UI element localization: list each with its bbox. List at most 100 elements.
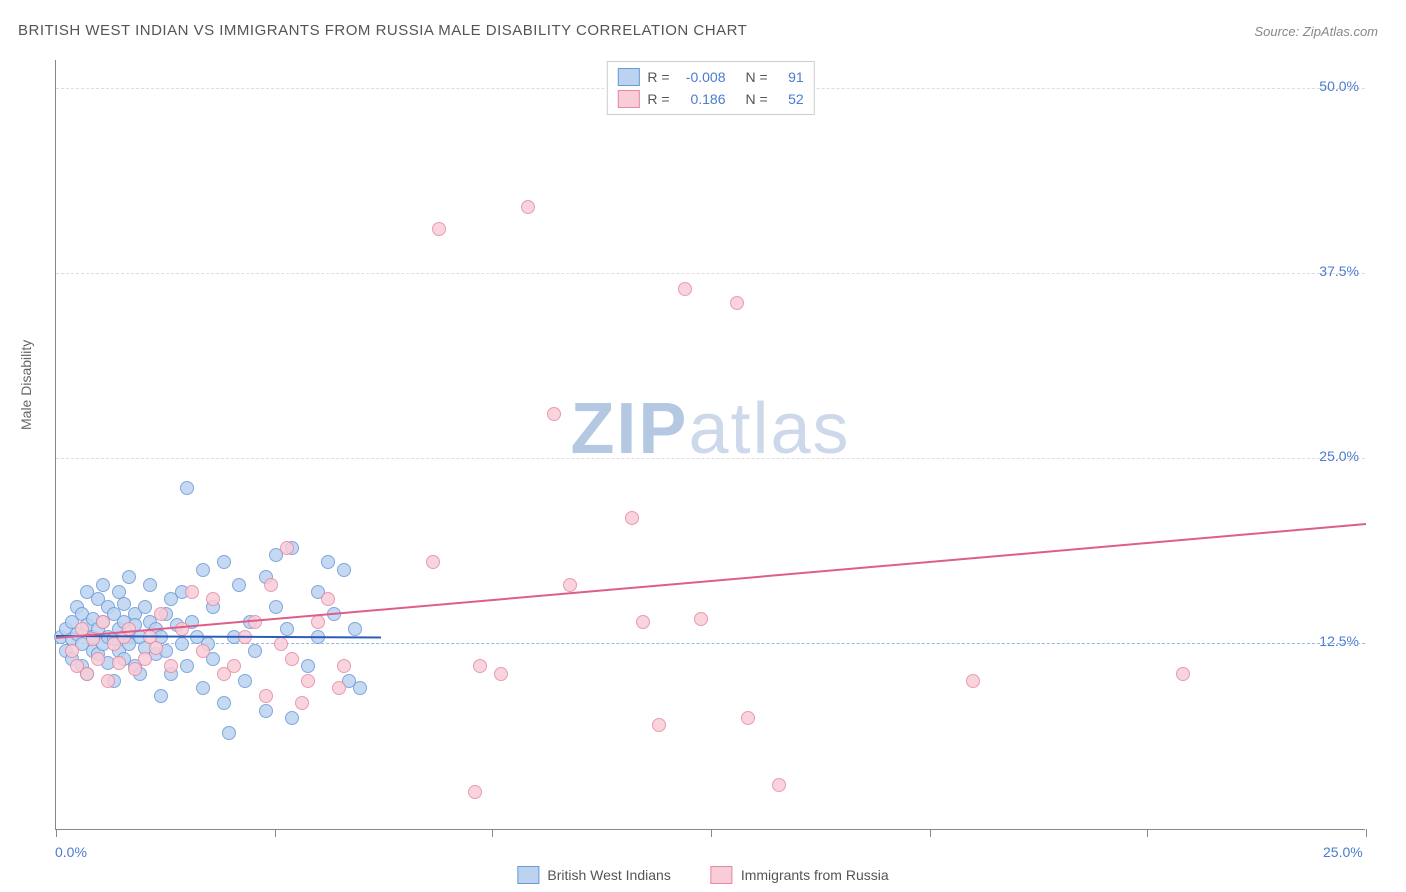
scatter-point [432, 222, 446, 236]
scatter-point [625, 511, 639, 525]
chart-title: BRITISH WEST INDIAN VS IMMIGRANTS FROM R… [18, 22, 747, 39]
scatter-point [259, 704, 273, 718]
x-tick-mark [1366, 829, 1367, 837]
scatter-point [122, 570, 136, 584]
scatter-point [280, 541, 294, 555]
scatter-point [217, 555, 231, 569]
scatter-point [694, 612, 708, 626]
x-tick-mark [56, 829, 57, 837]
y-tick-label: 12.5% [1319, 633, 1359, 649]
bottom-legend: British West Indians Immigrants from Russ… [517, 866, 888, 884]
scatter-point [227, 659, 241, 673]
scatter-point [154, 607, 168, 621]
y-axis-label: Male Disability [18, 340, 34, 430]
stats-legend-row: R =-0.008N =91 [617, 66, 803, 88]
scatter-point [521, 200, 535, 214]
legend-swatch [617, 90, 639, 108]
x-end-label: 25.0% [1323, 844, 1363, 860]
scatter-point [128, 662, 142, 676]
scatter-point [101, 674, 115, 688]
x-tick-mark [930, 829, 931, 837]
scatter-point [238, 674, 252, 688]
scatter-point [332, 681, 346, 695]
scatter-point [206, 592, 220, 606]
scatter-point [196, 563, 210, 577]
scatter-point [65, 644, 79, 658]
scatter-point [301, 674, 315, 688]
scatter-point [269, 600, 283, 614]
scatter-point [741, 711, 755, 725]
y-tick-label: 25.0% [1319, 448, 1359, 464]
scatter-point [185, 585, 199, 599]
x-tick-mark [1147, 829, 1148, 837]
scatter-point [652, 718, 666, 732]
scatter-point [280, 622, 294, 636]
stat-r-label: R = [647, 88, 669, 110]
scatter-point [175, 637, 189, 651]
scatter-point [295, 696, 309, 710]
scatter-point [337, 563, 351, 577]
scatter-point [264, 578, 278, 592]
legend-label: Immigrants from Russia [741, 867, 889, 883]
scatter-point [337, 659, 351, 673]
scatter-point [772, 778, 786, 792]
scatter-point [1176, 667, 1190, 681]
scatter-point [563, 578, 577, 592]
stat-n-value: 52 [776, 88, 804, 110]
scatter-point [730, 296, 744, 310]
scatter-point [311, 615, 325, 629]
scatter-point [285, 711, 299, 725]
scatter-point [80, 667, 94, 681]
scatter-point [138, 600, 152, 614]
scatter-point [164, 659, 178, 673]
legend-item: British West Indians [517, 866, 670, 884]
gridline [56, 458, 1365, 459]
legend-swatch [711, 866, 733, 884]
scatter-point [966, 674, 980, 688]
scatter-point [96, 578, 110, 592]
scatter-point [321, 592, 335, 606]
scatter-point [149, 641, 163, 655]
stat-n-label: N = [746, 88, 768, 110]
x-tick-mark [711, 829, 712, 837]
scatter-point [301, 659, 315, 673]
x-tick-mark [275, 829, 276, 837]
scatter-point [180, 481, 194, 495]
x-origin-label: 0.0% [55, 844, 87, 860]
scatter-point [112, 656, 126, 670]
legend-item: Immigrants from Russia [711, 866, 889, 884]
scatter-point [222, 726, 236, 740]
stat-r-value: -0.008 [678, 66, 726, 88]
stat-r-label: R = [647, 66, 669, 88]
scatter-point [196, 681, 210, 695]
stat-n-label: N = [746, 66, 768, 88]
scatter-point [321, 555, 335, 569]
y-tick-label: 37.5% [1319, 263, 1359, 279]
scatter-point [348, 622, 362, 636]
scatter-point [96, 615, 110, 629]
scatter-point [154, 689, 168, 703]
gridline [56, 273, 1365, 274]
scatter-point [91, 652, 105, 666]
scatter-point [248, 644, 262, 658]
scatter-point [143, 578, 157, 592]
plot-area: ZIPatlas R =-0.008N =91R =0.186N =52 12.… [55, 60, 1365, 830]
scatter-point [547, 407, 561, 421]
scatter-point [353, 681, 367, 695]
scatter-point [636, 615, 650, 629]
stat-r-value: 0.186 [678, 88, 726, 110]
scatter-point [285, 652, 299, 666]
y-tick-label: 50.0% [1319, 78, 1359, 94]
scatter-point [138, 652, 152, 666]
stats-legend-row: R = 0.186 N = 52 [617, 88, 803, 110]
legend-swatch [617, 68, 639, 86]
scatter-point [678, 282, 692, 296]
x-tick-mark [492, 829, 493, 837]
scatter-point [217, 696, 231, 710]
scatter-point [274, 637, 288, 651]
scatter-point [468, 785, 482, 799]
source-attribution: Source: ZipAtlas.com [1254, 24, 1378, 39]
scatter-point [473, 659, 487, 673]
scatter-point [426, 555, 440, 569]
scatter-point [259, 689, 273, 703]
